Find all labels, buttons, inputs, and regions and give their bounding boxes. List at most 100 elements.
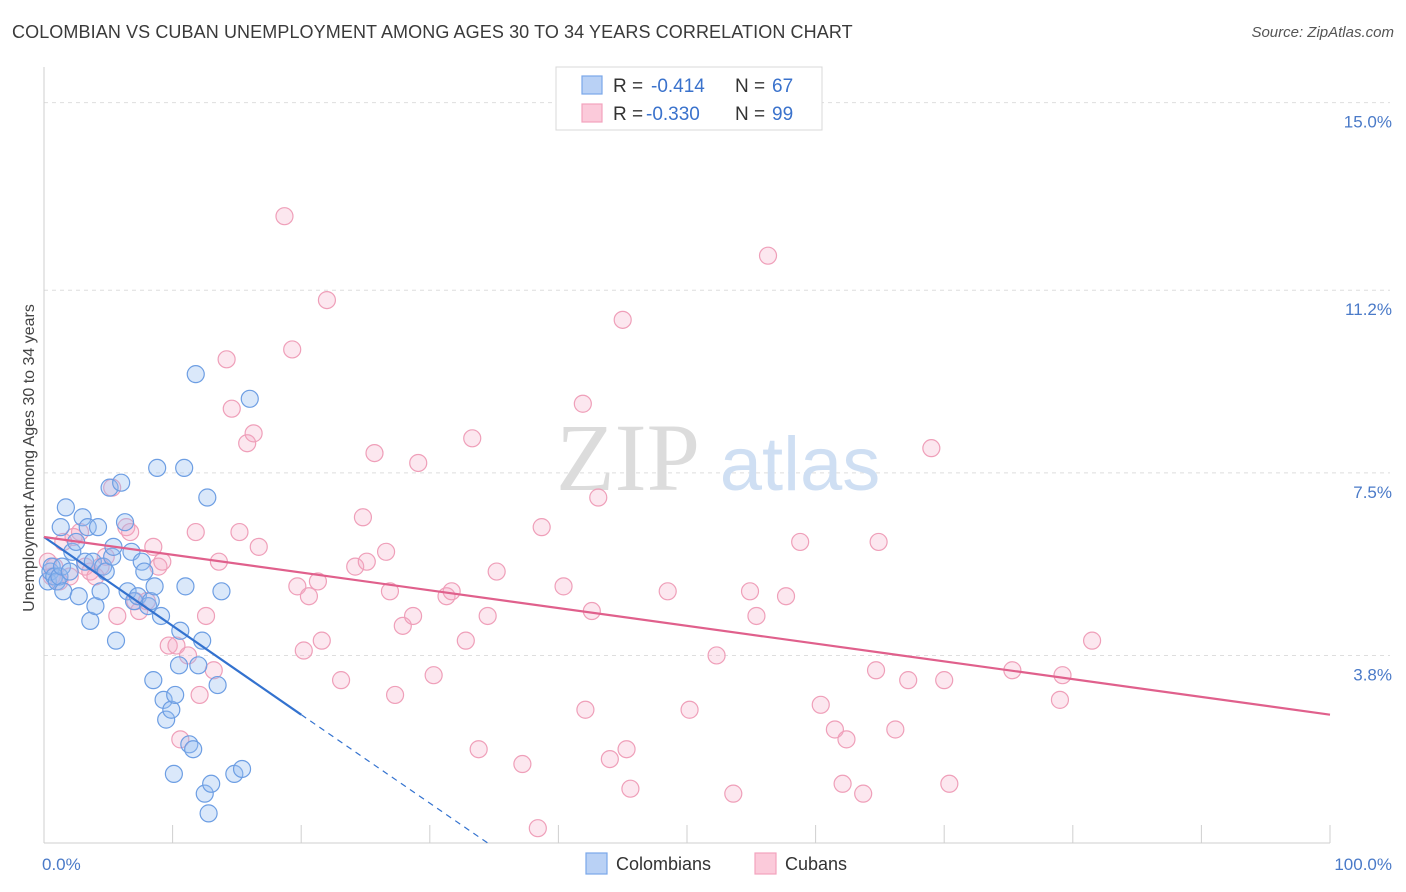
- colombian-point-58: [199, 804, 218, 823]
- legend-r-label-1: R =: [613, 76, 643, 97]
- cuban-point-85: [791, 532, 810, 552]
- bottom-legend-label-colombians: Colombians: [616, 854, 711, 874]
- watermark-atlas: atlas: [720, 422, 881, 507]
- colombian-point-14: [73, 508, 92, 527]
- grid-lines: [44, 102, 1390, 656]
- cuban-point-100: [1053, 666, 1072, 685]
- colombian-point-59: [202, 774, 221, 793]
- colombian-point-13: [69, 587, 88, 606]
- cuban-point-35: [238, 434, 257, 453]
- cuban-point-49: [357, 552, 376, 571]
- cuban-point-72: [589, 488, 608, 507]
- cuban-point-83: [758, 246, 778, 265]
- cuban-point-61: [463, 429, 482, 448]
- colombian-point-49: [175, 458, 194, 478]
- colombian-point-57: [198, 488, 217, 507]
- colombian-point-8: [54, 582, 73, 601]
- colombian-point-39: [145, 577, 164, 596]
- cuban-point-59: [442, 582, 461, 601]
- cuban-point-63: [478, 606, 497, 626]
- cuban-point-37: [249, 537, 268, 556]
- colombian-point-16: [78, 518, 97, 537]
- colombian-point-43: [157, 710, 176, 729]
- colombians-trendline: [43, 536, 302, 716]
- colombian-point-22: [94, 557, 113, 576]
- cuban-point-30: [204, 661, 223, 680]
- x-tick-labels: 0.0% 100.0%: [42, 855, 1392, 874]
- colombian-point-36: [139, 596, 158, 616]
- colombian-point-63: [232, 759, 252, 779]
- colombian-point-6: [51, 518, 70, 537]
- cuban-point-56: [409, 453, 428, 473]
- colombians-points: [38, 365, 259, 823]
- legend-r-value-1: -0.414: [651, 76, 705, 97]
- cuban-point-22: [153, 552, 172, 571]
- legend-n-value-1: 67: [772, 76, 793, 97]
- colombians-trendline-extension: [300, 714, 489, 844]
- cuban-point-81: [740, 582, 760, 601]
- bottom-legend: Colombians Cubans: [585, 852, 847, 875]
- y-tick-label-1: 7.5%: [1353, 483, 1392, 502]
- cuban-point-73: [600, 749, 619, 769]
- cuban-point-41: [294, 641, 313, 660]
- watermark-zip: ZIP: [556, 404, 700, 511]
- cuban-point-42: [299, 587, 319, 606]
- cuban-point-47: [346, 557, 365, 576]
- cuban-point-97: [940, 774, 959, 793]
- cuban-point-74: [613, 310, 632, 329]
- cuban-point-34: [230, 522, 249, 542]
- cuban-point-77: [658, 582, 677, 601]
- colombian-point-25: [103, 547, 122, 566]
- colombian-point-56: [195, 784, 214, 803]
- cuban-point-39: [283, 340, 302, 359]
- y-tick-label-0: 3.8%: [1353, 665, 1392, 684]
- cuban-point-95: [922, 439, 941, 458]
- cuban-point-91: [866, 661, 886, 680]
- legend-n-label-2: N =: [735, 104, 765, 125]
- cuban-point-14: [108, 606, 127, 626]
- cuban-point-79: [707, 646, 726, 665]
- cuban-point-33: [222, 399, 241, 418]
- legend-swatch-cubans: [581, 103, 603, 123]
- cuban-point-80: [724, 784, 743, 803]
- cuban-point-101: [1082, 631, 1102, 650]
- colombian-point-27: [106, 631, 126, 650]
- colombian-point-30: [118, 582, 137, 601]
- cuban-point-76: [621, 779, 640, 798]
- colombian-point-15: [76, 552, 95, 571]
- cuban-point-93: [886, 720, 905, 739]
- cuban-point-28: [190, 685, 209, 705]
- cuban-point-65: [513, 754, 532, 774]
- cuban-point-86: [811, 695, 830, 714]
- cuban-point-75: [617, 740, 636, 759]
- legend-n-value-2: 99: [772, 104, 793, 125]
- colombian-point-64: [240, 389, 259, 408]
- colombian-point-45: [166, 685, 185, 705]
- colombian-point-44: [162, 700, 181, 719]
- colombian-point-24: [100, 478, 119, 497]
- colombian-point-42: [154, 690, 173, 709]
- x-tick-label-0: 0.0%: [42, 855, 81, 874]
- cuban-point-57: [424, 666, 443, 685]
- bottom-legend-label-cubans: Cubans: [785, 854, 847, 874]
- cuban-point-43: [308, 572, 328, 591]
- y-tick-label-2: 11.2%: [1345, 300, 1392, 319]
- colombian-point-35: [135, 562, 154, 581]
- cuban-point-38: [275, 207, 294, 226]
- cuban-point-51: [376, 542, 396, 561]
- cuban-point-25: [171, 730, 190, 749]
- cuban-point-24: [167, 636, 186, 655]
- cuban-point-50: [365, 443, 384, 463]
- trendlines: [43, 535, 1331, 844]
- y-tick-labels: 3.8% 7.5% 11.2% 15.0%: [1344, 113, 1392, 685]
- cuban-point-45: [317, 290, 337, 310]
- colombian-point-38: [144, 671, 163, 690]
- cuban-point-46: [331, 671, 351, 690]
- colombian-point-40: [148, 458, 167, 478]
- cuban-point-48: [353, 508, 373, 527]
- cuban-point-16: [121, 522, 140, 542]
- cuban-point-23: [159, 636, 178, 655]
- bottom-legend-swatch-colombians: [585, 852, 608, 875]
- colombian-point-9: [56, 498, 75, 517]
- cubans-trendline: [43, 535, 1331, 716]
